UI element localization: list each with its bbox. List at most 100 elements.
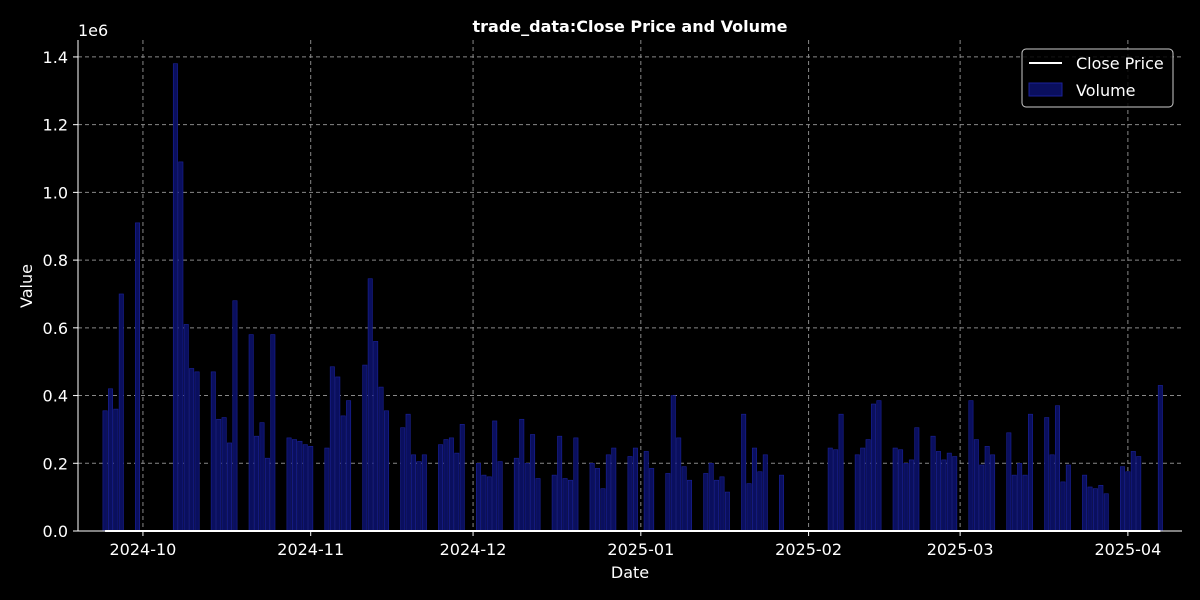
volume-bar [421, 454, 427, 532]
volume-bar [1092, 488, 1098, 532]
volume-bar [302, 444, 308, 532]
volume-bar [378, 386, 384, 532]
volume-bar [210, 371, 216, 532]
volume-bar [968, 400, 974, 532]
volume-bar [973, 439, 979, 532]
y-tick-label: 1.0 [43, 183, 68, 202]
volume-bar [519, 418, 525, 532]
tick-labels: 2024-10 2024-11 2024-12 2025-01 2025-02 2025-… [43, 48, 1162, 559]
volume-bar [703, 473, 709, 532]
legend-close-price-label: Close Price [1076, 54, 1164, 73]
volume-bar [492, 420, 498, 532]
volume-bar [605, 454, 611, 532]
volume-bar [102, 410, 108, 532]
volume-bar [216, 418, 222, 532]
volume-bar [221, 417, 227, 532]
volume-bar [833, 449, 839, 532]
volume-bar [1044, 417, 1050, 532]
volume-bar [108, 388, 113, 532]
volume-bar [384, 410, 389, 532]
y-axis-scale-label: 1e6 [78, 21, 108, 40]
volume-bar [530, 434, 536, 532]
y-tick-label: 0.6 [43, 319, 68, 338]
volume-bar [454, 452, 460, 532]
volume-bar [1011, 474, 1017, 532]
volume-bar [871, 403, 876, 532]
y-tick-label: 0.8 [43, 251, 68, 270]
volume-bar [1136, 456, 1142, 532]
volume-bar [459, 424, 465, 532]
volume-bar [562, 478, 568, 532]
volume-bar [876, 400, 882, 532]
volume-bar [476, 462, 481, 532]
volume-bar [497, 461, 503, 532]
volume-bar [172, 63, 178, 532]
legend: Close Price Volume [1021, 48, 1174, 108]
volume-bar [329, 366, 335, 532]
volume-bar [362, 364, 368, 532]
volume-bar [416, 461, 422, 532]
volume-bar [227, 442, 232, 532]
volume-bar [908, 459, 914, 532]
volume-bar [687, 479, 692, 532]
volume-bar [367, 278, 373, 532]
volume-bar [264, 457, 270, 532]
volume-bar [990, 454, 996, 532]
volume-bar [827, 447, 833, 532]
volume-bar [632, 447, 638, 532]
volume-bar [946, 452, 952, 532]
volume-bar [1060, 481, 1066, 532]
volume-bar [1125, 471, 1131, 532]
volume-bar [714, 479, 720, 532]
volume-bar [757, 471, 763, 532]
volume-bar [719, 476, 725, 532]
volume-bar [611, 447, 617, 532]
y-axis-label: Value [17, 264, 36, 308]
volume-bar [178, 161, 184, 532]
volume-bar [1049, 454, 1055, 532]
volume-bar [708, 462, 714, 532]
volume-bar [681, 466, 687, 532]
x-tick-label: 2025-04 [1094, 540, 1161, 559]
volume-bar [1103, 493, 1109, 532]
volume-bar [308, 446, 314, 532]
volume-bar [665, 473, 671, 532]
volume-bar [838, 413, 844, 532]
y-tick-label: 0.4 [43, 387, 68, 406]
volume-bar [400, 427, 406, 532]
volume-bar [930, 435, 936, 532]
volume-bar [373, 341, 379, 532]
volume-bar [568, 479, 573, 532]
volume-bar [979, 464, 985, 532]
volume-bar [1006, 432, 1012, 532]
volume-bar [481, 474, 487, 532]
x-axis-label: Date [611, 563, 649, 582]
volume-bar [589, 462, 595, 532]
volume-bar [411, 454, 416, 532]
x-tick-label: 2025-01 [607, 540, 674, 559]
volume-bar [189, 368, 195, 532]
chart-title: trade_data:Close Price and Volume [472, 17, 787, 36]
volume-bar [232, 300, 238, 532]
volume-bar [649, 468, 655, 532]
volume-bar [762, 454, 768, 532]
volume-bar [551, 474, 557, 532]
volume-bar [513, 457, 519, 532]
volume-bar [270, 334, 276, 532]
volume-bar [118, 293, 124, 532]
volume-bar [524, 462, 530, 532]
volume-bar [865, 439, 871, 532]
volume-bar [1065, 464, 1071, 532]
volume-bar [448, 437, 454, 532]
legend-volume-swatch [1028, 82, 1063, 97]
volume-bar [724, 491, 730, 532]
volume-bar [557, 435, 563, 532]
volume-bar [752, 447, 757, 532]
volume-bar [254, 435, 260, 532]
volume-bar [746, 483, 752, 532]
volume-bar [259, 422, 265, 532]
y-tick-label: 1.4 [43, 48, 68, 67]
volume-bar [670, 395, 676, 532]
volume-bar [113, 408, 119, 532]
